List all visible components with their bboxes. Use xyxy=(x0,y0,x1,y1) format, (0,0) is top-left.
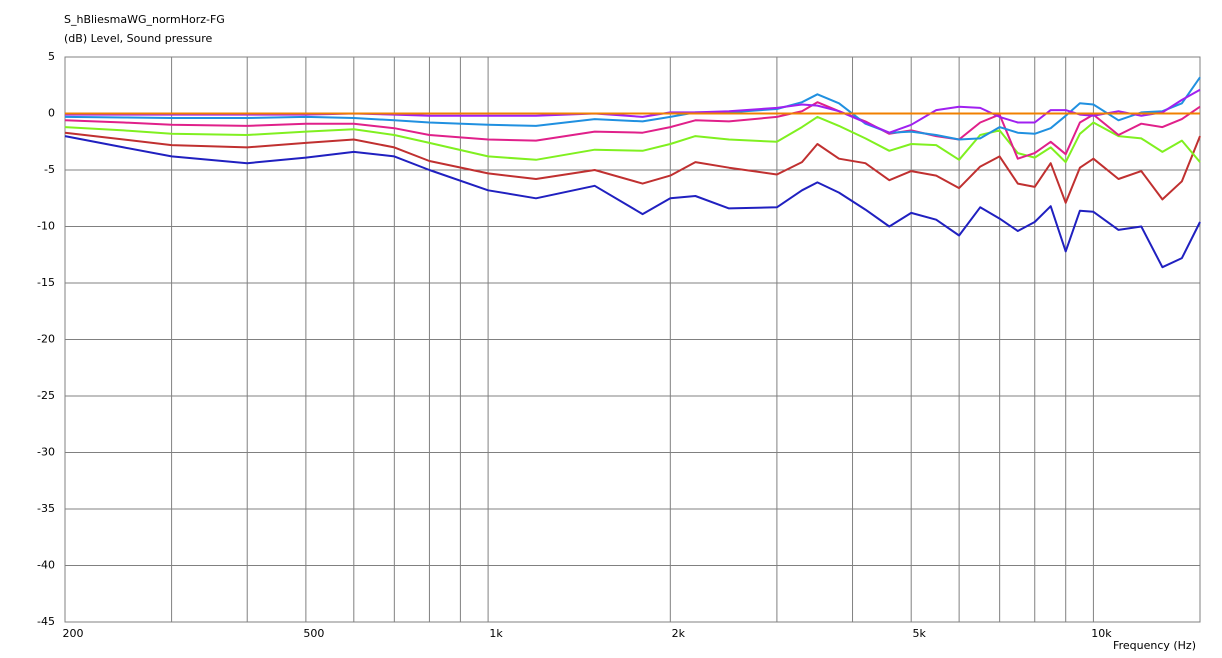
series-line xyxy=(64,135,1201,269)
x-tick-label: 1k xyxy=(489,627,503,640)
y-tick-label: -45 xyxy=(37,615,55,628)
x-axis-label: Frequency (Hz) xyxy=(1113,639,1196,652)
y-tick-label: 5 xyxy=(48,50,55,63)
chart-title: S_hBliesmaWG_normHorz-FG xyxy=(64,13,225,26)
y-tick-label: -10 xyxy=(37,220,55,233)
y-tick-label: -25 xyxy=(37,389,55,402)
y-tick-label: -20 xyxy=(37,333,55,346)
series-line xyxy=(65,88,1201,134)
series-line xyxy=(64,131,1201,204)
y-tick-label: -15 xyxy=(37,276,55,289)
y-tick-label: -35 xyxy=(37,502,55,515)
x-tick-label: 5k xyxy=(913,627,927,640)
y-tick-label: -30 xyxy=(37,446,55,459)
y-axis-label: (dB) Level, Sound pressure xyxy=(64,32,213,45)
x-tick-label: 200 xyxy=(63,627,84,640)
plot-frame xyxy=(64,56,1201,623)
series-line xyxy=(64,76,1201,141)
x-tick-label: 500 xyxy=(303,627,324,640)
series-line xyxy=(64,115,1201,164)
x-tick-label: 2k xyxy=(672,627,686,640)
y-tick-label: -40 xyxy=(37,559,55,572)
y-tick-label: -5 xyxy=(44,163,55,176)
x-tick-label: 10k xyxy=(1091,627,1112,640)
y-tick-label: 0 xyxy=(48,107,55,120)
